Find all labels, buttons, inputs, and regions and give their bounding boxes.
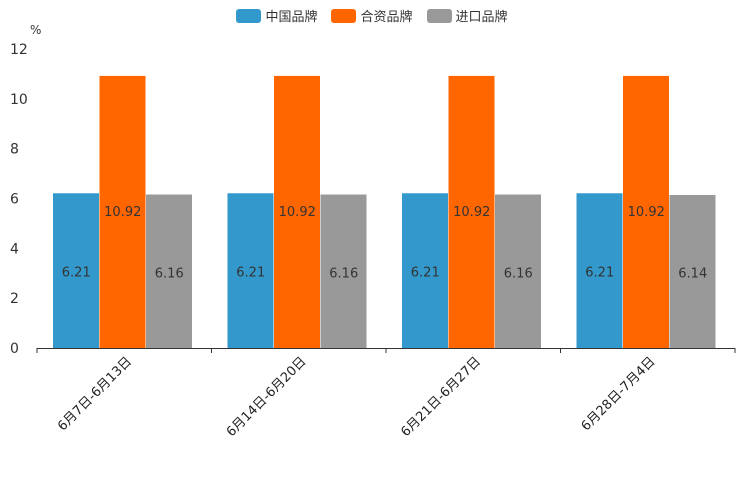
bar-1-1: [274, 75, 320, 348]
bar-0-0: [53, 193, 99, 348]
bar-data-label: 10.92: [628, 205, 665, 220]
bar-data-label: 6.16: [155, 266, 184, 281]
legend-swatch-joint-venture-brand: [331, 8, 357, 23]
legend-item-china-brand[interactable]: 中国品牌: [236, 6, 317, 25]
x-tick-label: 6月21日-6月27日: [398, 354, 484, 440]
bar-1-3: [623, 75, 669, 348]
y-tick-label: 4: [10, 241, 19, 257]
legend-item-joint-venture-brand[interactable]: 合资品牌: [331, 6, 413, 25]
legend-label-joint-venture-brand: 合资品牌: [360, 10, 413, 25]
y-tick-label: 8: [10, 142, 19, 158]
legend-swatch-china-brand: [236, 8, 262, 23]
y-tick-label: 0: [10, 341, 19, 357]
bar-data-label: 10.92: [453, 205, 490, 220]
bar-data-label: 6.21: [62, 266, 91, 281]
bar-data-label: 10.92: [104, 205, 141, 220]
y-tick-label: 10: [10, 92, 28, 108]
y-axis-unit-label: %: [30, 23, 41, 37]
bar-2-2: [495, 194, 541, 348]
bar-data-label: 6.21: [411, 266, 440, 281]
bar-0-3: [576, 193, 623, 348]
x-tick-label: 6月14日-6月20日: [224, 354, 310, 440]
bar-2-3: [669, 195, 716, 348]
bar-data-label: 6.16: [329, 266, 358, 281]
legend-item-imported-brand[interactable]: 进口品牌: [426, 6, 508, 25]
bar-2-0: [146, 194, 192, 348]
y-tick-label: 6: [10, 192, 19, 208]
x-tick-label: 6月28日-7月4日: [579, 354, 659, 434]
bar-data-label: 10.92: [279, 205, 316, 220]
bar-data-label: 6.21: [236, 266, 265, 281]
y-tick-label: 2: [10, 291, 19, 307]
bar-data-label: 6.21: [585, 266, 614, 281]
legend-label-imported-brand: 进口品牌: [455, 10, 508, 25]
bar-data-label: 6.14: [678, 267, 707, 282]
bar-2-1: [320, 194, 367, 348]
legend-swatch-imported-brand: [426, 8, 452, 23]
bar-data-label: 6.16: [504, 266, 533, 281]
bar-1-2: [448, 75, 495, 348]
bar-0-1: [227, 193, 274, 348]
bar-1-0: [99, 75, 146, 348]
bar-0-2: [402, 193, 448, 348]
chart-legend: 中国品牌 合资品牌 进口品牌: [0, 6, 744, 25]
x-tick-label: 6月7日-6月13日: [55, 354, 135, 434]
legend-label-china-brand: 中国品牌: [265, 10, 318, 25]
y-tick-label: 12: [10, 42, 28, 58]
